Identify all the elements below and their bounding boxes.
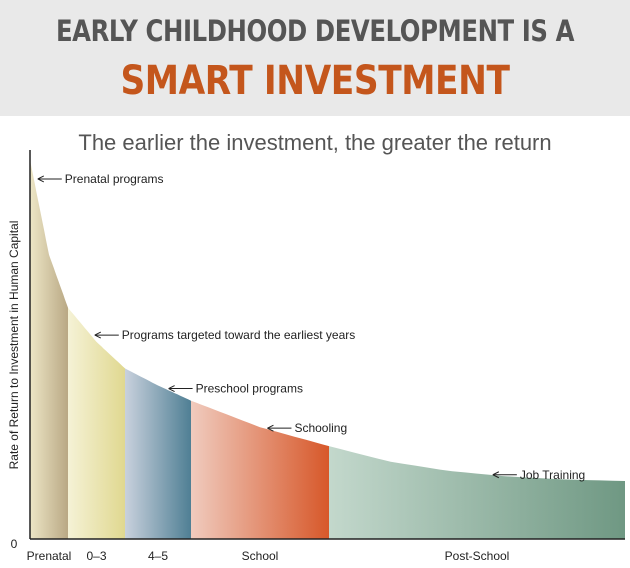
title-line-1: EARLY CHILDHOOD DEVELOPMENT IS A [55,14,575,48]
y-axis-label: Rate of Return to Investment in Human Ca… [7,221,21,470]
area-segment-5 [329,446,625,539]
annotation-label: Prenatal programs [65,172,164,186]
annotation-label: Schooling [294,421,347,435]
y-origin-label: 0 [11,537,18,551]
area-segments [30,160,625,539]
x-tick-label: Post-School [445,549,510,563]
annotation-arrowhead [492,471,500,479]
annotation-arrowhead [168,385,175,392]
chart-subtitle: The earlier the investment, the greater … [78,130,552,155]
area-segment-2 [68,307,125,539]
x-tick-label: Prenatal [27,549,72,563]
annotation-arrowhead [267,424,274,432]
area-segment-1 [30,160,68,539]
annotation-arrowhead [94,331,102,339]
area-segment-3 [125,368,191,539]
annotation-label: Programs targeted toward the earliest ye… [122,328,355,342]
title-banner: EARLY CHILDHOOD DEVELOPMENT IS A SMART I… [0,0,630,116]
annotation-label: Preschool programs [196,382,303,396]
area-segment-4 [191,400,329,539]
axes: Rate of Return to Investment in Human Ca… [7,150,625,551]
x-tick-labels: Prenatal 0–3 4–5 School Post-School [27,549,510,563]
annotation-arrowhead [37,175,45,183]
annotation-label: Job Training [520,468,585,482]
x-tick-label: School [242,549,279,563]
title-line-2: SMART INVESTMENT [120,58,510,104]
x-tick-label: 0–3 [86,549,106,563]
annotations: Prenatal programs Programs targeted towar… [37,172,585,482]
x-tick-label: 4–5 [148,549,168,563]
